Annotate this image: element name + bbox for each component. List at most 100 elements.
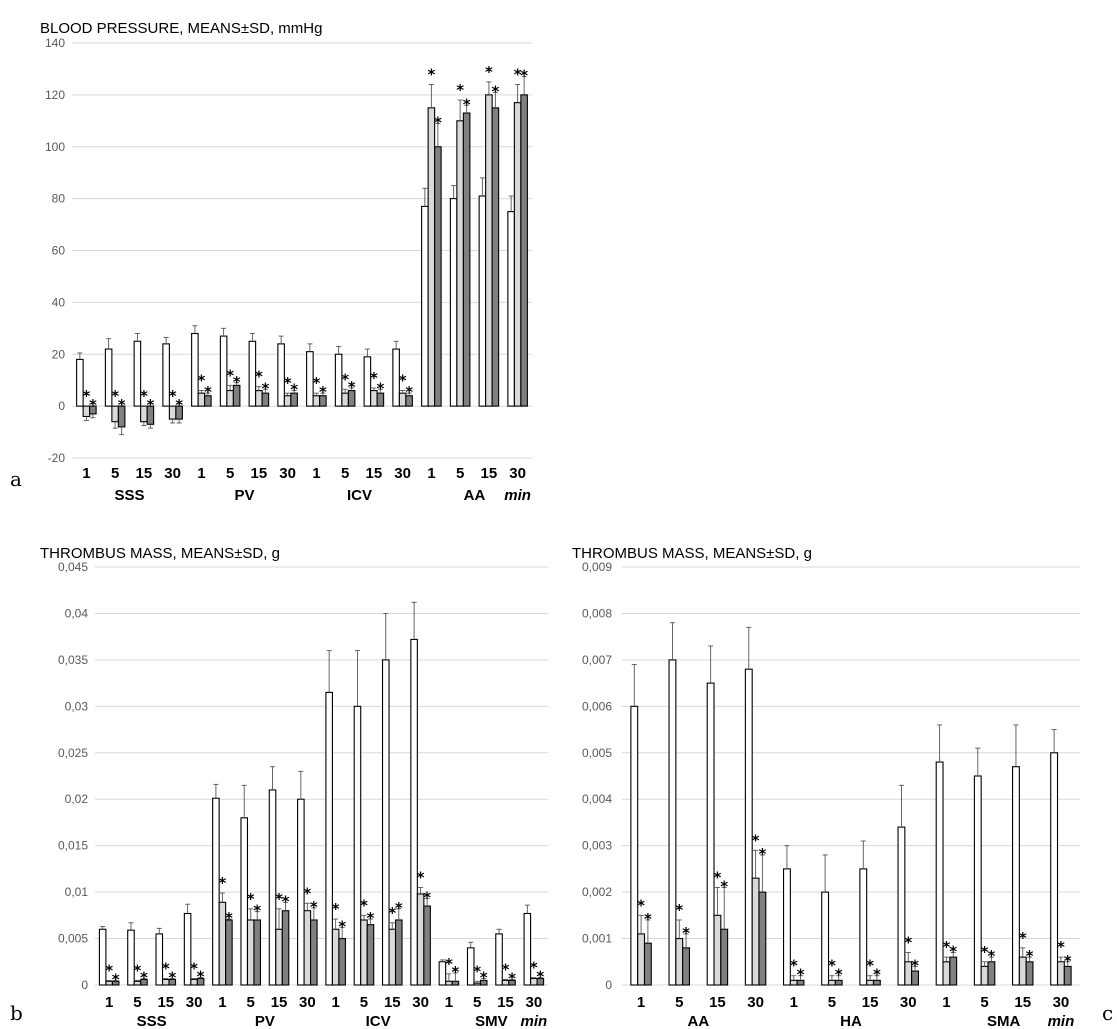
significance-star: * [341, 370, 349, 388]
bar [360, 919, 368, 986]
bar [668, 659, 677, 986]
bar [630, 705, 639, 986]
significance-star: * [713, 868, 721, 886]
bar [758, 891, 767, 986]
bar [478, 195, 487, 407]
chart-title: BLOOD PRESSURE, MEANS±SD, mmHg [40, 20, 322, 37]
bar [275, 928, 283, 986]
significance-star: * [644, 910, 652, 928]
bar [491, 107, 500, 407]
significance-star: * [866, 957, 874, 975]
significance-star: * [312, 374, 320, 392]
significance-star: * [284, 374, 292, 392]
bar [456, 120, 464, 407]
panel-label: c [1102, 1001, 1113, 1025]
significance-star: * [247, 890, 255, 908]
y-tick-label: 0 [58, 399, 65, 413]
unit-label: min [1048, 1013, 1075, 1029]
significance-star: * [758, 845, 766, 863]
significance-star: * [530, 959, 538, 977]
significance-star: * [637, 896, 645, 914]
group-label: ICV [347, 487, 372, 504]
bar [720, 928, 729, 986]
significance-star: * [282, 892, 290, 910]
x-tick-label: 5 [675, 994, 683, 1011]
significance-star: * [303, 884, 311, 902]
x-tick-label: 15 [366, 465, 383, 482]
significance-star: * [225, 909, 233, 927]
group-label: ICV [366, 1013, 391, 1029]
chart-panel-b: THROMBUS MASS, MEANS±SD, g 0 0,005 0,01 0,01… [10, 545, 548, 1029]
panel-label: a [10, 467, 22, 491]
x-tick-label: 1 [445, 994, 453, 1011]
bar [449, 198, 458, 407]
significance-star: * [204, 383, 212, 401]
bar [303, 910, 312, 986]
significance-star: * [111, 387, 119, 405]
significance-star: * [981, 943, 989, 961]
group-label: SSS [137, 1013, 167, 1029]
y-tick-label: 100 [45, 140, 65, 154]
y-tick-label: 0,045 [58, 560, 88, 574]
significance-star: * [451, 963, 459, 981]
bar [381, 659, 390, 986]
significance-star: * [332, 900, 340, 918]
x-tick-label: 30 [164, 465, 181, 482]
unit-label: min [504, 487, 531, 504]
significance-star: * [255, 368, 263, 386]
bar [445, 980, 453, 986]
significance-star: * [423, 889, 431, 907]
x-tick-label: 1 [637, 994, 645, 1011]
significance-star: * [82, 387, 90, 405]
bar [281, 910, 290, 986]
bar [416, 893, 425, 986]
group-label: SMA [987, 1013, 1021, 1029]
significance-star: * [904, 933, 912, 951]
x-tick-label: 5 [360, 994, 368, 1011]
x-tick-label: 15 [251, 465, 268, 482]
x-tick-label: 30 [299, 994, 316, 1011]
significance-star: * [491, 82, 499, 100]
bar [434, 146, 442, 407]
bar [394, 919, 403, 986]
y-tick-label: 0,005 [582, 746, 612, 760]
bar [310, 919, 318, 986]
significance-star: * [797, 966, 805, 984]
x-tick-label: 5 [133, 994, 141, 1011]
significance-star: * [873, 966, 881, 984]
y-tick-label: 0,02 [65, 792, 89, 806]
bar [637, 933, 646, 986]
x-tick-label: 30 [186, 994, 203, 1011]
significance-star: * [942, 938, 950, 956]
bar [675, 938, 684, 986]
y-tick-label: 0,007 [582, 653, 612, 667]
bar [513, 102, 522, 407]
significance-star: * [367, 909, 375, 927]
x-tick-label: 15 [862, 994, 879, 1011]
bar [713, 914, 722, 986]
group-label: PV [234, 487, 254, 504]
y-tick-label: 40 [52, 295, 66, 309]
significance-star: * [473, 962, 481, 980]
bar [949, 956, 958, 986]
x-tick-label: 5 [247, 994, 255, 1011]
x-tick-label: 15 [497, 994, 514, 1011]
x-tick-label: 5 [473, 994, 481, 1011]
x-tick-label: 30 [900, 994, 917, 1011]
y-tick-label: 0 [605, 978, 612, 992]
x-tick-label: 1 [942, 994, 950, 1011]
x-tick-label: 1 [197, 465, 205, 482]
significance-star: * [520, 67, 528, 85]
significance-star: * [987, 947, 995, 965]
bar [226, 390, 234, 407]
bar [423, 905, 431, 986]
bar [682, 947, 691, 986]
significance-star: * [134, 961, 142, 979]
bar [268, 789, 277, 986]
y-tick-label: 0,009 [582, 560, 612, 574]
significance-star: * [338, 917, 346, 935]
significance-star: * [675, 901, 683, 919]
bar [225, 919, 233, 986]
significance-star: * [310, 898, 318, 916]
y-tick-label: 140 [45, 36, 65, 50]
